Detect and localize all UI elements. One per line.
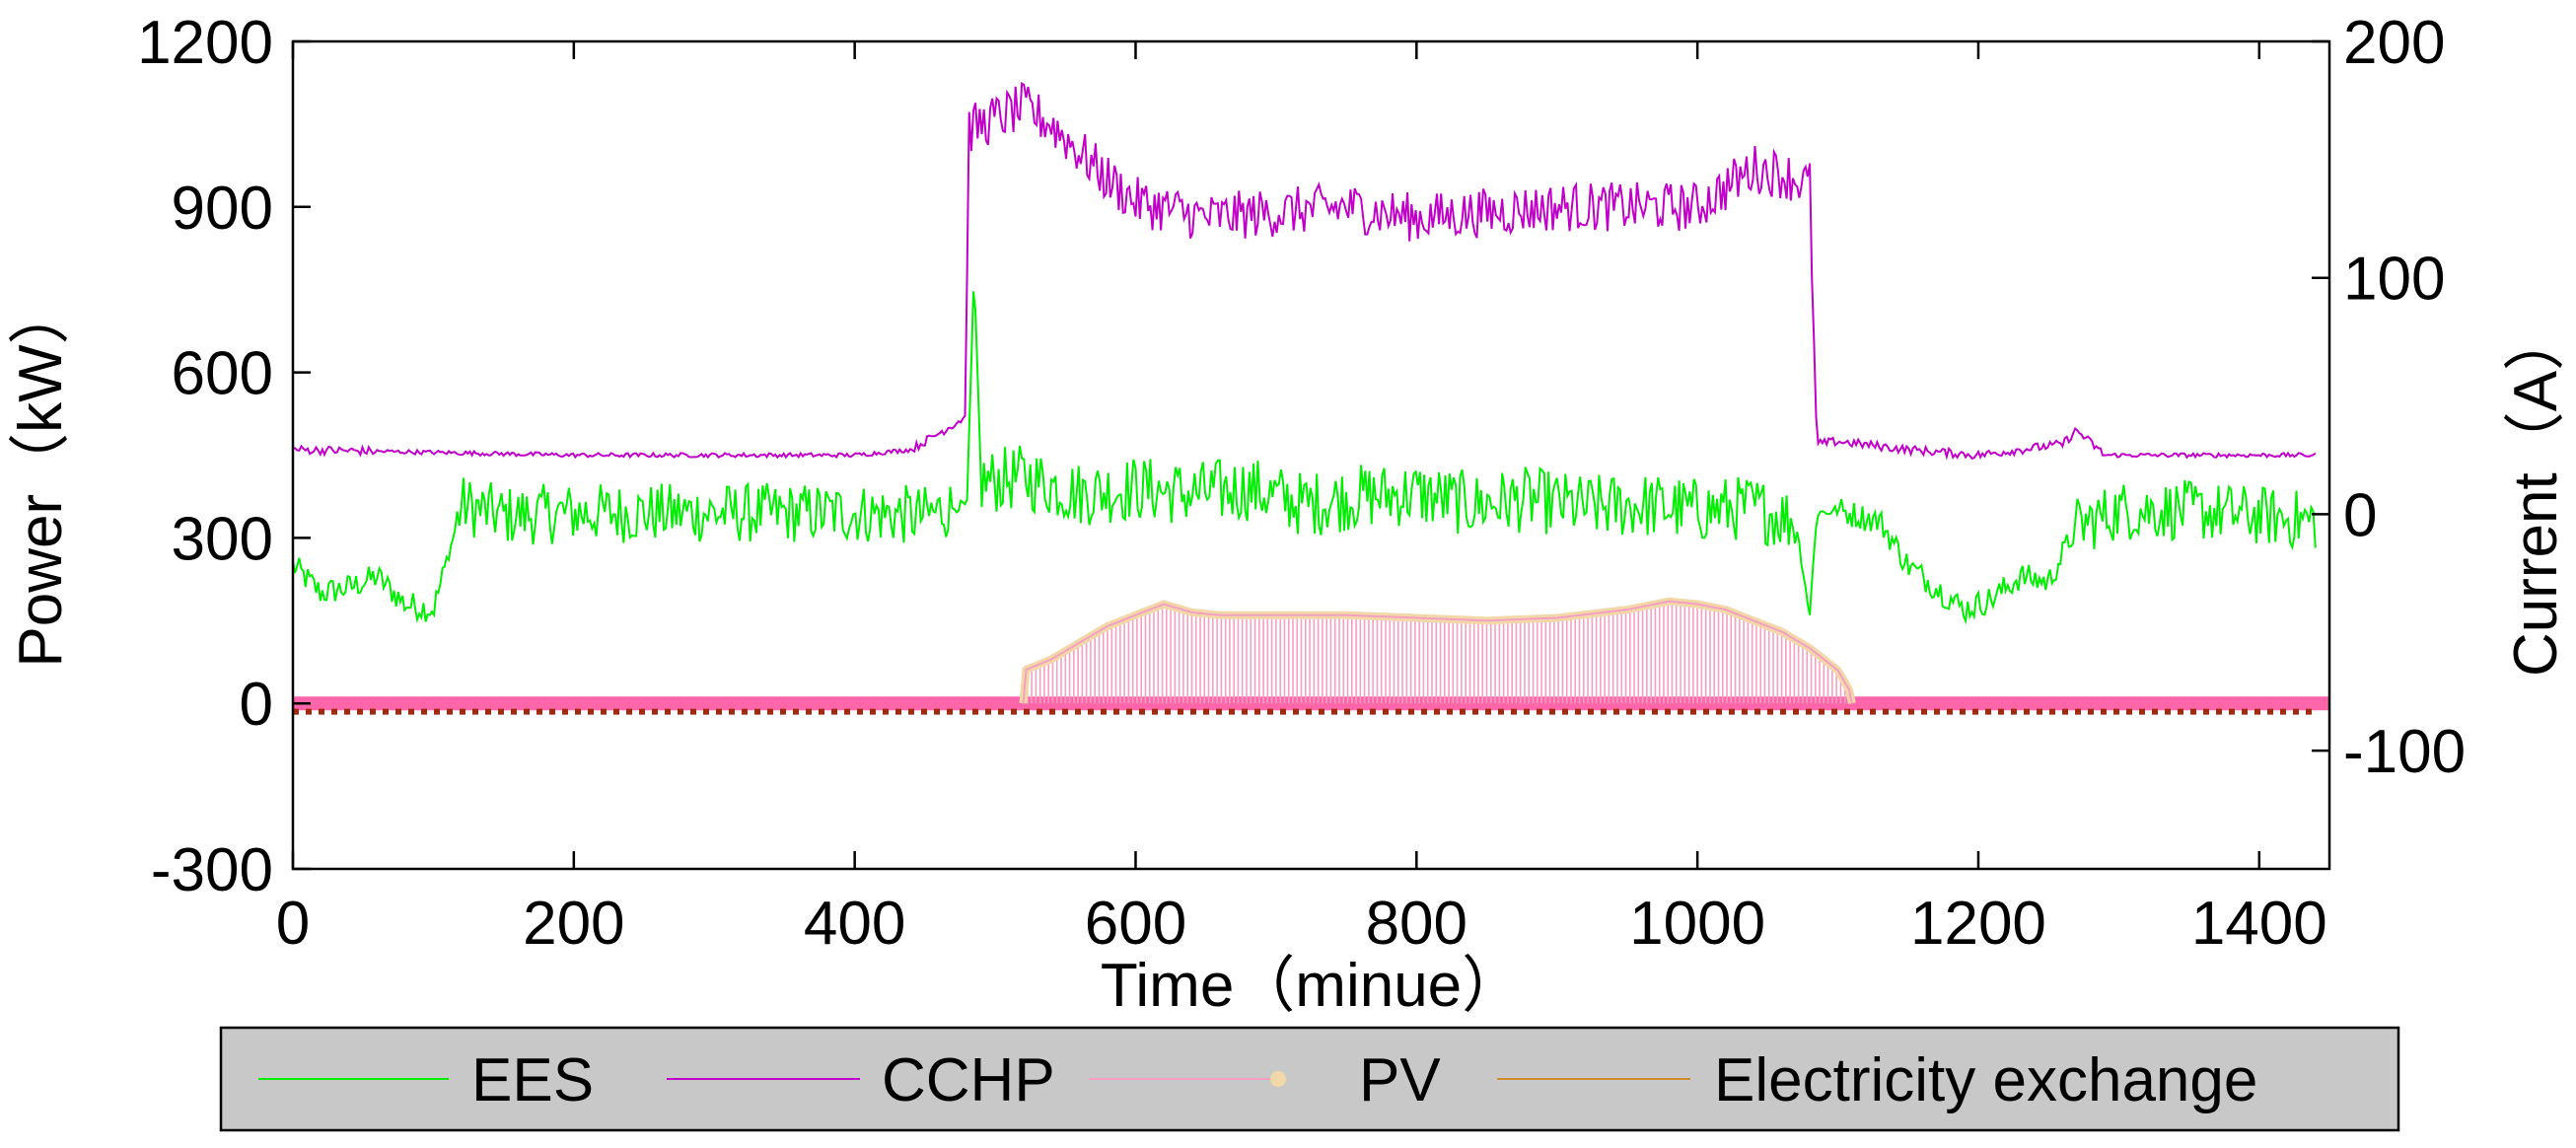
legend-box (219, 1026, 2400, 1132)
legend-label-pv: PV (1359, 1046, 1441, 1114)
x-tick-label: 0 (276, 890, 310, 958)
legend-label-exchange: Electricity exchange (1714, 1046, 2257, 1114)
y2-tick-label: 100 (2343, 246, 2445, 314)
plot-series (292, 82, 2329, 715)
x-tick-label: 800 (1366, 890, 1467, 958)
legend: EES CCHP PV Electricity exchange (219, 1026, 2400, 1132)
y2-tick-label: 0 (2343, 481, 2377, 549)
legend-marker-pv (1270, 1071, 1286, 1087)
y-tick-label: 0 (240, 671, 273, 739)
series-pv (1019, 597, 1856, 704)
y2-axis-label: Current（A） (2502, 310, 2570, 677)
series-cchp (292, 82, 2317, 461)
pv-line (1022, 600, 1853, 704)
x-tick-label: 400 (804, 890, 905, 958)
plot-frame (291, 39, 2331, 871)
x-tick-label: 1200 (1910, 890, 2046, 958)
x-tick-label: 1000 (1629, 890, 1765, 958)
x-tick-label: 200 (523, 890, 624, 958)
y-axis-left: -300 0 300 600 900 1200 (137, 9, 311, 904)
x-axis-label: Time（minue） (1101, 952, 1523, 1020)
legend-label-cchp: CCHP (882, 1046, 1055, 1114)
x-tick-label: 600 (1085, 890, 1186, 958)
x-axis: 0 200 400 600 800 1000 1200 1400 (276, 41, 2327, 958)
y-tick-label: 900 (172, 175, 273, 243)
legend-label-ees: EES (471, 1046, 594, 1114)
y-tick-label: 1200 (137, 9, 273, 77)
x-tick-label: 1400 (2191, 890, 2327, 958)
y-tick-label: 600 (172, 340, 273, 408)
series-ees (292, 291, 2317, 625)
y2-tick-label: -100 (2343, 718, 2466, 786)
y-axis-right: -100 0 100 200 (2312, 9, 2466, 786)
y2-tick-label: 200 (2343, 9, 2445, 77)
y-tick-label: -300 (151, 836, 273, 904)
y-axis-label: Power（kW） (7, 283, 75, 667)
y-tick-label: 300 (172, 505, 273, 573)
